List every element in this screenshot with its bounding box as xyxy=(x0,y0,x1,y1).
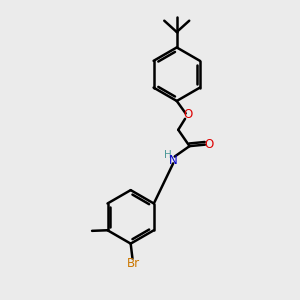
Text: H: H xyxy=(164,150,172,160)
Text: Br: Br xyxy=(127,257,140,270)
Text: N: N xyxy=(169,154,178,167)
Text: O: O xyxy=(204,138,214,151)
Text: O: O xyxy=(183,108,192,121)
